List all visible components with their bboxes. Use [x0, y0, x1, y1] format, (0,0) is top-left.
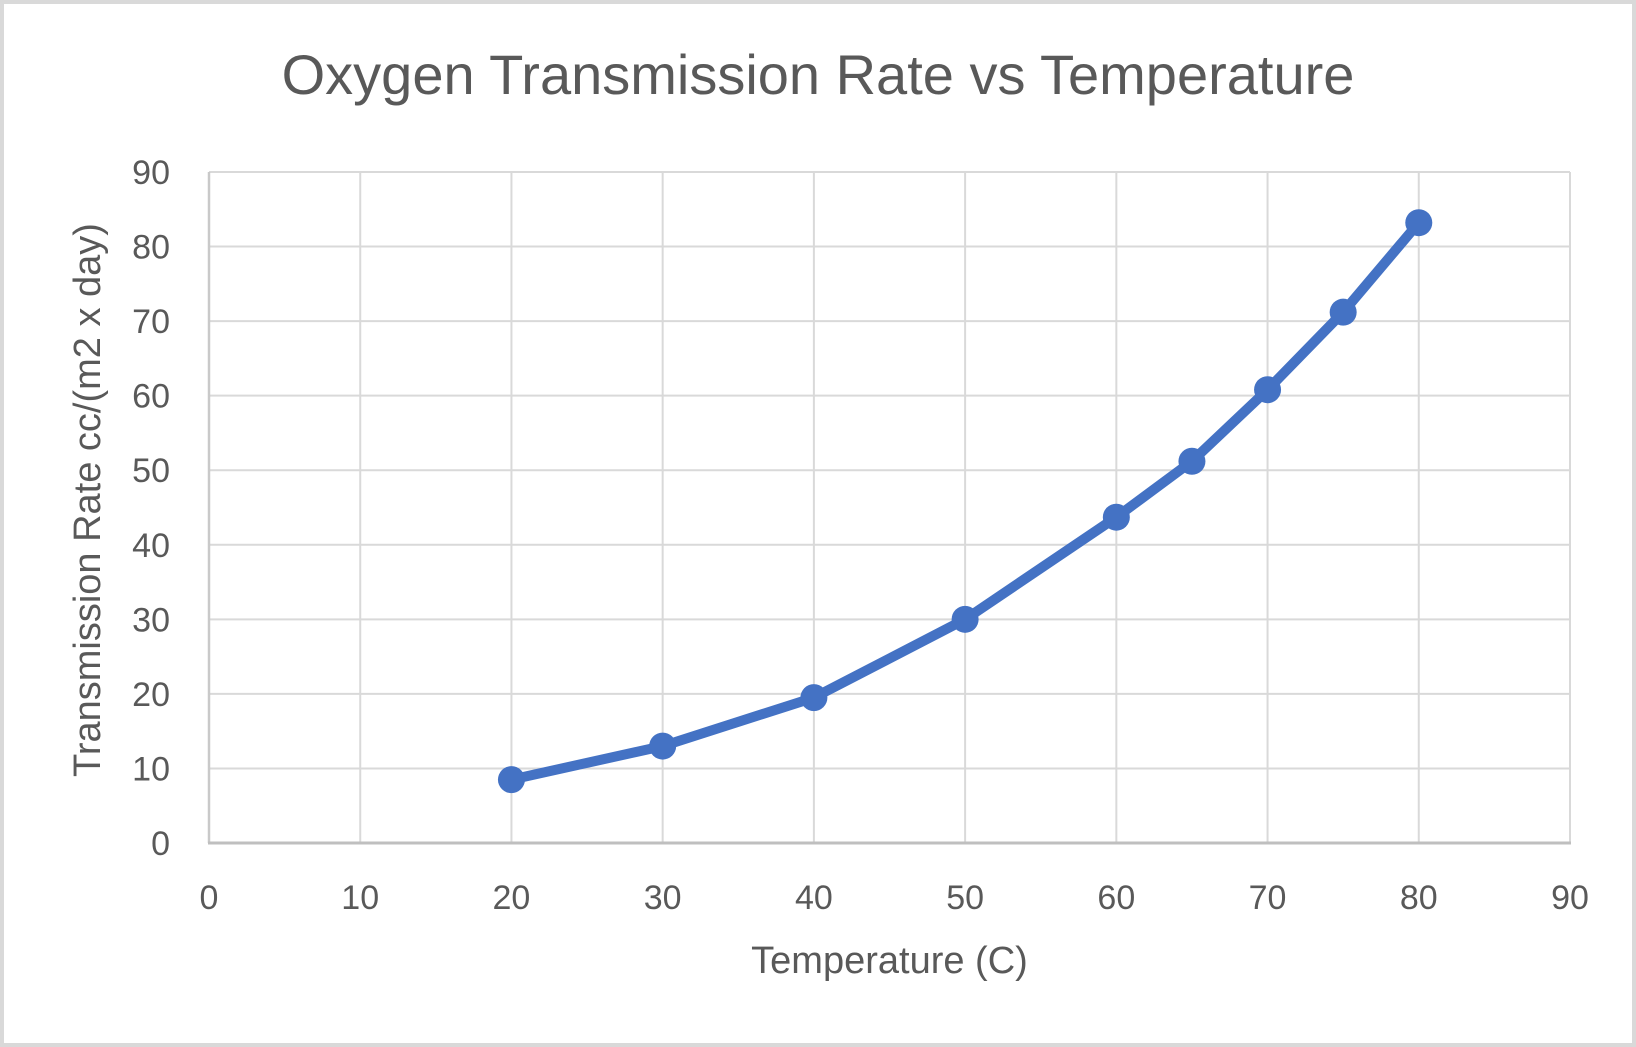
line-chart-plot-area: 0 10 20 30 40 50 60 70 80 90 0 10 20 30 40 50 60 70 80 90 — [132, 154, 1589, 917]
data-point-50 — [951, 605, 979, 633]
x-tick-label-20: 20 — [493, 879, 531, 917]
data-point-80 — [1405, 209, 1433, 237]
y-axis-title: Transmission Rate cc/(m2 x day) — [67, 223, 109, 777]
x-tick-label-40: 40 — [795, 879, 833, 917]
x-tick-label-80: 80 — [1400, 879, 1438, 917]
y-tick-label-50: 50 — [132, 452, 170, 490]
y-tick-label-60: 60 — [132, 378, 170, 416]
x-axis-title: Temperature (C) — [751, 940, 1028, 982]
y-tick-label-0: 0 — [151, 825, 170, 863]
x-tick-label-10: 10 — [341, 879, 379, 917]
y-tick-label-70: 70 — [132, 303, 170, 341]
x-tick-label-90: 90 — [1551, 879, 1589, 917]
x-tick-label-50: 50 — [946, 879, 984, 917]
x-tick-label-70: 70 — [1249, 879, 1287, 917]
data-point-65 — [1178, 447, 1206, 475]
data-point-70 — [1254, 376, 1282, 404]
y-tick-label-20: 20 — [132, 676, 170, 714]
y-tick-label-80: 80 — [132, 229, 170, 267]
data-point-40 — [800, 684, 828, 712]
data-point-20 — [497, 766, 525, 794]
data-point-75 — [1329, 298, 1357, 326]
chart-title: Oxygen Transmission Rate vs Temperature — [281, 43, 1355, 106]
y-tick-label-10: 10 — [132, 750, 170, 788]
y-tick-label-30: 30 — [132, 601, 170, 639]
x-tick-label-60: 60 — [1097, 879, 1135, 917]
y-tick-label-90: 90 — [132, 154, 170, 192]
data-point-60 — [1102, 503, 1130, 531]
data-point-30 — [649, 732, 677, 760]
y-tick-label-40: 40 — [132, 527, 170, 565]
x-tick-label-30: 30 — [644, 879, 682, 917]
x-tick-label-0: 0 — [200, 879, 219, 917]
